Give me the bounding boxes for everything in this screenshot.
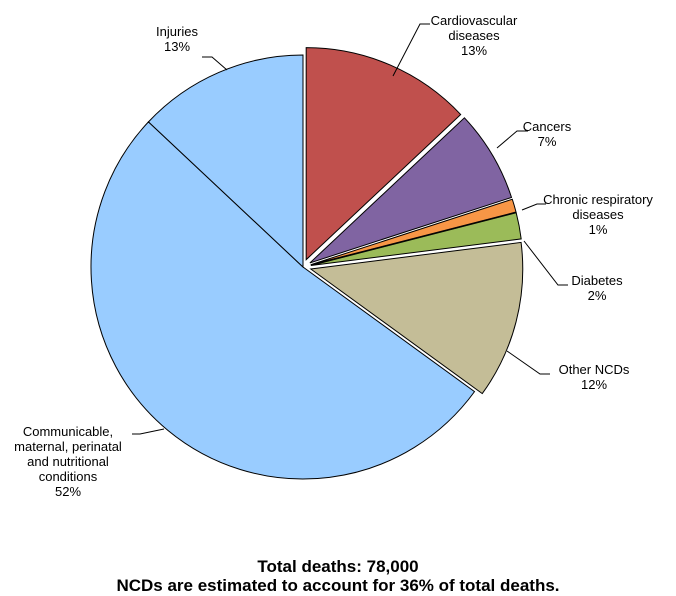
footer-ncd-share: NCDs are estimated to account for 36% of…: [116, 576, 560, 595]
leader-line-1: [496, 130, 528, 149]
slice-label-5: Communicable, maternal, perinatal and nutr…: [14, 424, 122, 499]
footer-total-deaths: Total deaths: 78,000: [257, 557, 419, 576]
pie-slice-4: [309, 241, 524, 395]
leader-line-0: [392, 23, 430, 77]
slice-label-1: Cancers 7%: [523, 119, 572, 149]
pie-chart: Cardiovascular diseases 13% Cancers 7% Chroni…: [14, 13, 653, 499]
pie-slice-6: [147, 54, 304, 269]
pie-slice-0: [305, 47, 462, 261]
pie-slice-3: [310, 212, 522, 266]
slice-label-2: Chronic respiratory diseases 1%: [543, 192, 653, 237]
pie-slice-5: [90, 121, 476, 480]
slice-label-4: Other NCDs 12%: [559, 362, 630, 392]
leader-line-2: [521, 203, 546, 211]
leader-line-6: [202, 56, 228, 71]
slice-label-3: Diabetes 2%: [571, 273, 623, 303]
leader-line-3: [523, 240, 568, 286]
leader-line-5: [132, 428, 165, 435]
slice-label-6: Injuries 13%: [156, 24, 198, 54]
leader-line-4: [506, 350, 550, 375]
pie-slice-2: [310, 198, 517, 266]
slice-label-0: Cardiovascular diseases 13%: [431, 13, 518, 58]
pie-slice-1: [309, 117, 513, 264]
